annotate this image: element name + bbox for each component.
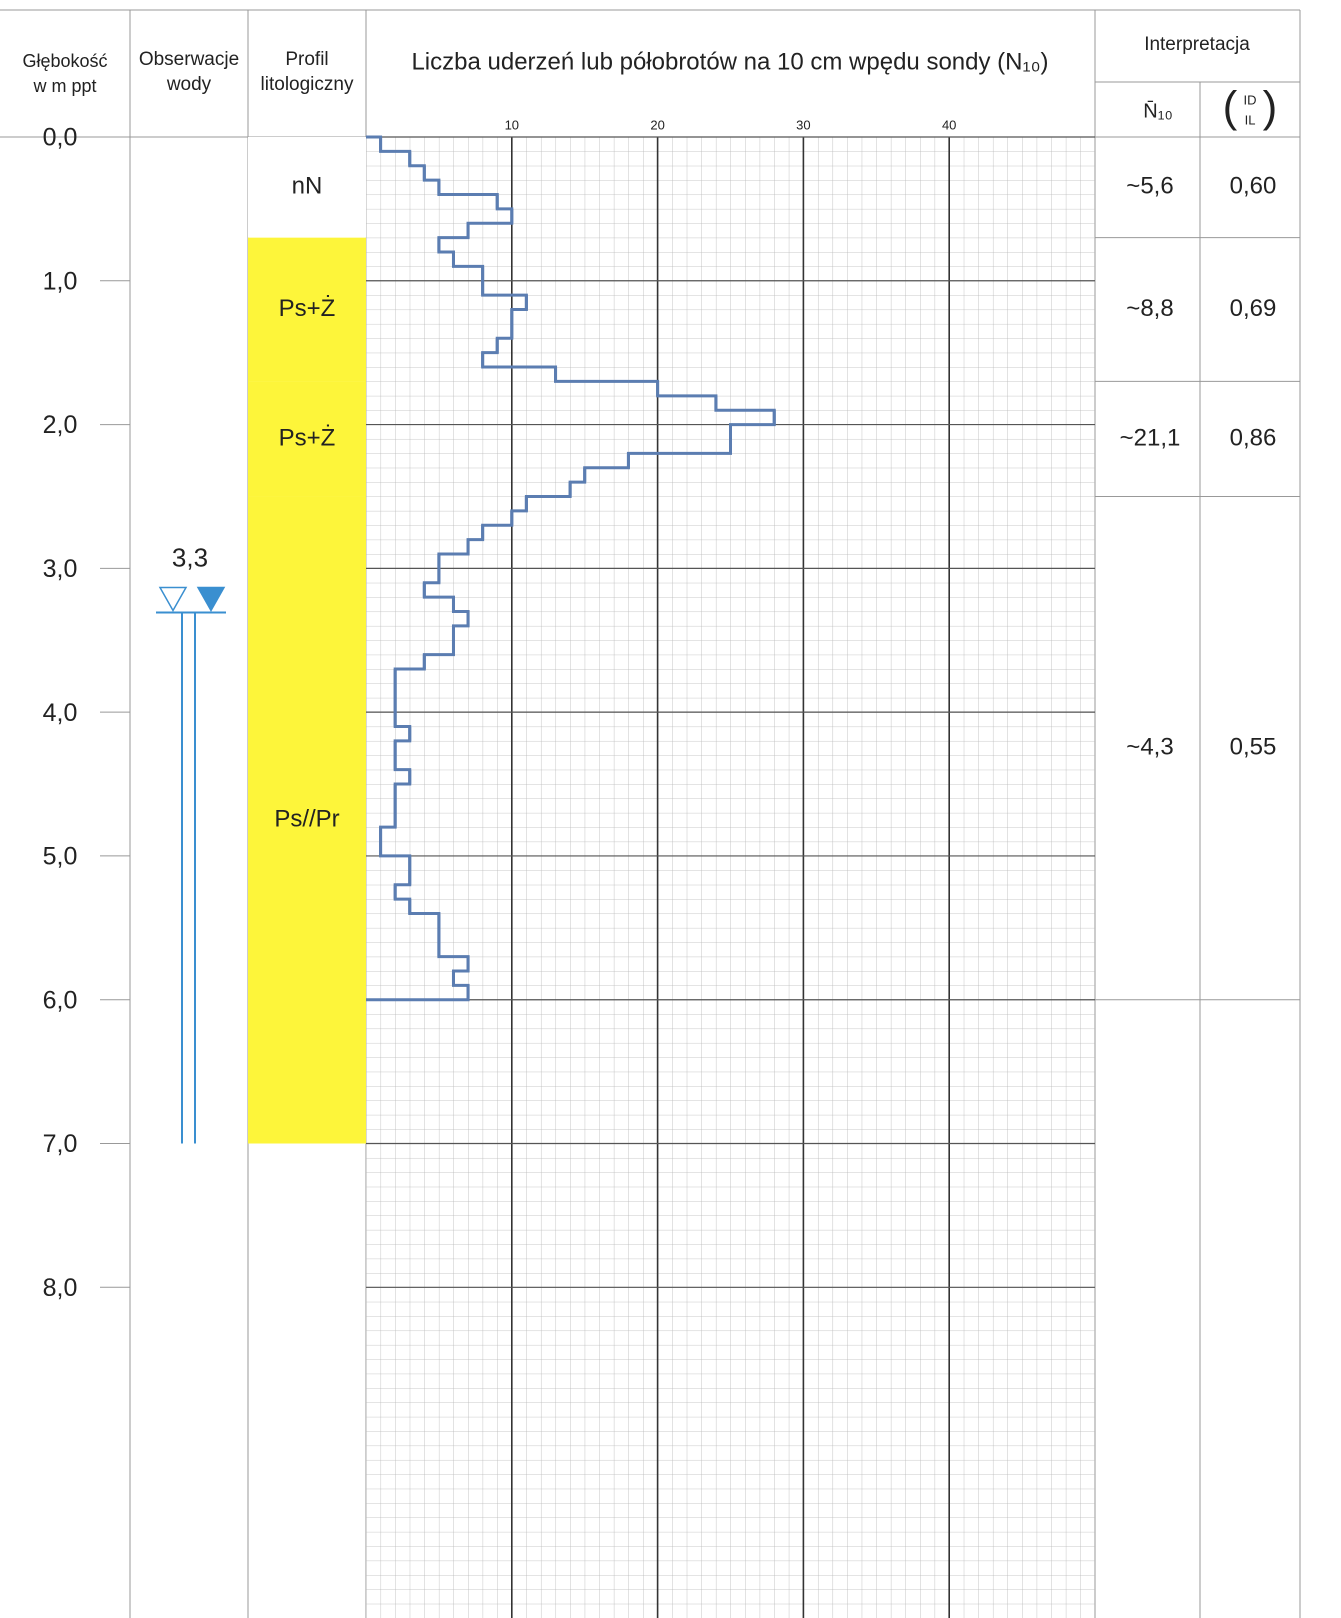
x-tick-label: 20 bbox=[650, 117, 664, 132]
water-symbol bbox=[196, 586, 226, 613]
x-tick-label: 40 bbox=[942, 117, 956, 132]
y-tick-label: 7,0 bbox=[43, 1130, 78, 1158]
soil-label: Ps//Pr bbox=[274, 805, 339, 832]
header: Obserwacje bbox=[139, 49, 239, 70]
header: litologiczny bbox=[261, 74, 354, 95]
y-tick-label: 1,0 bbox=[43, 267, 78, 295]
header: ID bbox=[1244, 92, 1257, 107]
header: N̄₁₀ bbox=[1143, 99, 1173, 122]
header: wody bbox=[166, 74, 212, 95]
layer bbox=[248, 496, 366, 1144]
y-tick-label: 8,0 bbox=[43, 1274, 78, 1302]
index-value: 0,86 bbox=[1230, 424, 1277, 451]
soil-label: Ps+Ż bbox=[279, 295, 336, 322]
header: Profil bbox=[285, 49, 328, 70]
layer bbox=[248, 137, 366, 238]
index-value: 0,69 bbox=[1230, 295, 1277, 322]
header: IL bbox=[1245, 112, 1256, 127]
y-tick-label: 2,0 bbox=[43, 411, 78, 439]
x-tick-label: 30 bbox=[796, 117, 810, 132]
n10-value: ~8,8 bbox=[1126, 295, 1173, 322]
soil-label: Ps+Ż bbox=[279, 424, 336, 451]
n10-value: ~5,6 bbox=[1126, 173, 1173, 200]
y-tick-label: 3,0 bbox=[43, 555, 78, 583]
y-tick-label: 0,0 bbox=[43, 124, 78, 152]
bracket: ) bbox=[1263, 83, 1278, 132]
header: Głębokość bbox=[22, 51, 107, 71]
water-symbol bbox=[158, 586, 188, 613]
layer bbox=[248, 237, 366, 382]
index-value: 0,55 bbox=[1230, 733, 1277, 760]
water-level-label: 3,3 bbox=[172, 542, 208, 572]
minor-grid bbox=[366, 137, 1095, 1618]
y-tick-label: 5,0 bbox=[43, 843, 78, 871]
y-tick-label: 6,0 bbox=[43, 986, 78, 1014]
n10-value: ~21,1 bbox=[1120, 424, 1181, 451]
y-tick-label: 4,0 bbox=[43, 699, 78, 727]
n10-value: ~4,3 bbox=[1126, 733, 1173, 760]
soil-label: nN bbox=[292, 173, 323, 200]
layer bbox=[248, 381, 366, 497]
x-tick-label: 10 bbox=[505, 117, 519, 132]
header: Interpretacja bbox=[1144, 34, 1250, 55]
index-value: 0,60 bbox=[1230, 173, 1277, 200]
chart-title: Liczba uderzeń lub półobrotów na 10 cm w… bbox=[411, 48, 1048, 75]
header: w m ppt bbox=[32, 76, 96, 96]
bracket: ( bbox=[1223, 83, 1238, 132]
